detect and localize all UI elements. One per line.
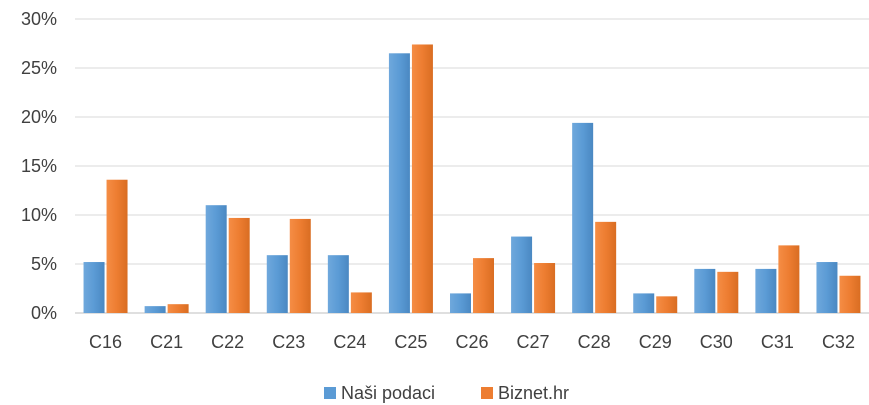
gridlines bbox=[75, 18, 869, 314]
y-tick-label: 5% bbox=[31, 254, 57, 274]
y-axis-tick-labels: 0% 5% 10% 15% 20% 25% 30% bbox=[21, 9, 57, 323]
x-tick-label: C31 bbox=[761, 332, 794, 352]
y-tick-label: 0% bbox=[31, 303, 57, 323]
y-tick-label: 20% bbox=[21, 107, 57, 127]
bar-biznet-c25 bbox=[411, 44, 433, 313]
x-tick-label: C23 bbox=[272, 332, 305, 352]
bar-nasi-podaci-c22 bbox=[205, 205, 227, 313]
x-tick-label: C27 bbox=[517, 332, 550, 352]
bar-nasi-podaci-c25 bbox=[388, 53, 410, 314]
bar-biznet-c23 bbox=[289, 218, 311, 313]
bar-nasi-podaci-c27 bbox=[511, 236, 533, 313]
bar-biznet-c31 bbox=[778, 245, 800, 313]
bar-biznet-c16 bbox=[106, 179, 128, 313]
bar-nasi-podaci-c26 bbox=[450, 293, 471, 313]
x-tick-label: C16 bbox=[89, 332, 122, 352]
bar-biznet-c21 bbox=[167, 304, 189, 313]
legend-label-nasi-podaci: Naši podaci bbox=[341, 383, 435, 403]
bar-biznet-c29 bbox=[656, 296, 678, 313]
x-tick-label: C25 bbox=[394, 332, 427, 352]
y-tick-label: 30% bbox=[21, 9, 57, 29]
x-tick-label: C29 bbox=[639, 332, 672, 352]
bar-biznet-c30 bbox=[717, 271, 739, 313]
bar-biznet-c27 bbox=[534, 263, 556, 313]
legend-swatch-nasi-podaci bbox=[324, 387, 336, 399]
bar-nasi-podaci-c24 bbox=[327, 255, 349, 313]
y-tick-label: 15% bbox=[21, 156, 57, 176]
legend-label-biznet: Biznet.hr bbox=[498, 383, 569, 403]
bar-nasi-podaci-c32 bbox=[816, 262, 838, 313]
x-axis-tick-labels: C16 C21 C22 C23 C24 C25 C26 C27 C28 C29 C30 C31 C32 bbox=[89, 332, 855, 352]
x-tick-label: C21 bbox=[150, 332, 183, 352]
x-tick-label: C30 bbox=[700, 332, 733, 352]
bar-nasi-podaci-c31 bbox=[755, 268, 777, 313]
legend-swatch-biznet bbox=[481, 387, 493, 399]
x-tick-label: C32 bbox=[822, 332, 855, 352]
y-tick-label: 10% bbox=[21, 205, 57, 225]
bar-nasi-podaci-c30 bbox=[694, 268, 716, 313]
x-tick-label: C26 bbox=[455, 332, 488, 352]
bar-biznet-c22 bbox=[228, 217, 250, 313]
bars bbox=[83, 44, 861, 314]
x-tick-label: C24 bbox=[333, 332, 366, 352]
bar-biznet-c28 bbox=[595, 221, 617, 313]
y-tick-label: 25% bbox=[21, 58, 57, 78]
bar-nasi-podaci-c23 bbox=[266, 255, 288, 313]
bar-biznet-c26 bbox=[473, 258, 494, 313]
x-tick-label: C28 bbox=[578, 332, 611, 352]
bar-biznet-c32 bbox=[839, 275, 861, 313]
bar-nasi-podaci-c16 bbox=[83, 262, 105, 313]
bar-nasi-podaci-c29 bbox=[633, 293, 655, 313]
x-tick-label: C22 bbox=[211, 332, 244, 352]
bar-nasi-podaci-c21 bbox=[144, 306, 166, 313]
legend: Naši podaci Biznet.hr bbox=[324, 383, 569, 403]
bar-nasi-podaci-c28 bbox=[572, 122, 594, 313]
bar-biznet-c24 bbox=[350, 292, 372, 313]
